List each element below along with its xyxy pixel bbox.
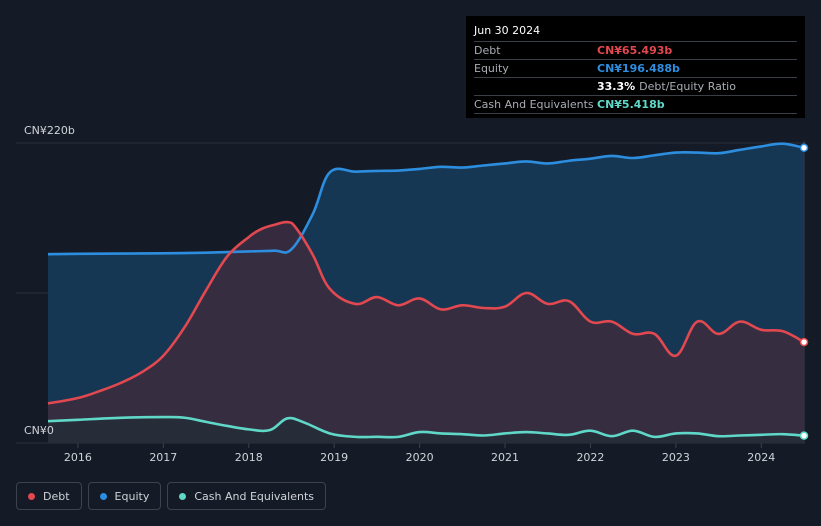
x-tick-label-2019: 2019 xyxy=(320,451,348,464)
tooltip-date: Jun 30 2024 xyxy=(474,23,797,42)
legend-item-debt[interactable]: Debt xyxy=(16,482,82,510)
tooltip-row-ratio: 33.3% Debt/Equity Ratio xyxy=(474,78,797,96)
tooltip-equity-label: Equity xyxy=(474,62,509,75)
tooltip-ratio-label: Debt/Equity Ratio xyxy=(639,80,736,93)
x-tick-label-2023: 2023 xyxy=(662,451,690,464)
debt-area xyxy=(48,222,804,443)
x-tick-label-2018: 2018 xyxy=(235,451,263,464)
y-axis-min-label: CN¥0 xyxy=(24,424,54,437)
tooltip-debt-value: CN¥65.493b xyxy=(597,44,673,57)
cash-line xyxy=(47,415,805,439)
legend-cash-label: Cash And Equivalents xyxy=(194,489,314,503)
x-tick-label-2017: 2017 xyxy=(149,451,177,464)
tooltip-ratio-spacer xyxy=(474,78,597,95)
tooltip-cash-label: Cash And Equivalents xyxy=(474,98,594,111)
tooltip-row-cash: Cash And Equivalents CN¥5.418b xyxy=(474,96,797,114)
debt-end-marker xyxy=(799,337,809,347)
legend-equity-label: Equity xyxy=(114,489,150,503)
legend-cash-dot-icon xyxy=(179,492,187,500)
data-tooltip: Jun 30 2024 Debt CN¥65.493b Equity CN¥19… xyxy=(466,16,805,118)
tooltip-row-debt: Debt CN¥65.493b xyxy=(474,42,797,60)
tooltip-ratio-value: 33.3% xyxy=(597,80,636,93)
legend-item-cash[interactable]: Cash And Equivalents xyxy=(167,482,326,510)
x-tick-label-2016: 2016 xyxy=(64,451,92,464)
legend-debt-label: Debt xyxy=(43,489,70,503)
x-axis-ticks: 2016 2017 2018 2019 2020 2021 2022 2023 2024 xyxy=(64,443,775,464)
equity-line xyxy=(47,142,805,256)
x-tick-label-2024: 2024 xyxy=(747,451,775,464)
x-tick-label-2021: 2021 xyxy=(491,451,519,464)
chart-lines xyxy=(47,142,809,440)
debt-line xyxy=(47,220,805,405)
tooltip-debt-label: Debt xyxy=(474,44,501,57)
tooltip-row-equity: Equity CN¥196.488b xyxy=(474,60,797,78)
legend-debt-dot-icon xyxy=(28,492,35,500)
chart-legend: Debt Equity Cash And Equivalents xyxy=(16,482,326,510)
tooltip-cash-value: CN¥5.418b xyxy=(597,98,665,111)
legend-equity-dot-icon xyxy=(99,492,107,500)
chart-areas xyxy=(48,143,804,443)
legend-item-equity[interactable]: Equity xyxy=(87,482,162,510)
x-tick-label-2022: 2022 xyxy=(576,451,604,464)
tooltip-equity-value: CN¥196.488b xyxy=(597,62,680,75)
cash-end-marker xyxy=(799,431,809,440)
x-tick-label-2020: 2020 xyxy=(406,451,434,464)
y-axis-max-label: CN¥220b xyxy=(24,124,75,137)
equity-end-marker xyxy=(799,143,809,153)
